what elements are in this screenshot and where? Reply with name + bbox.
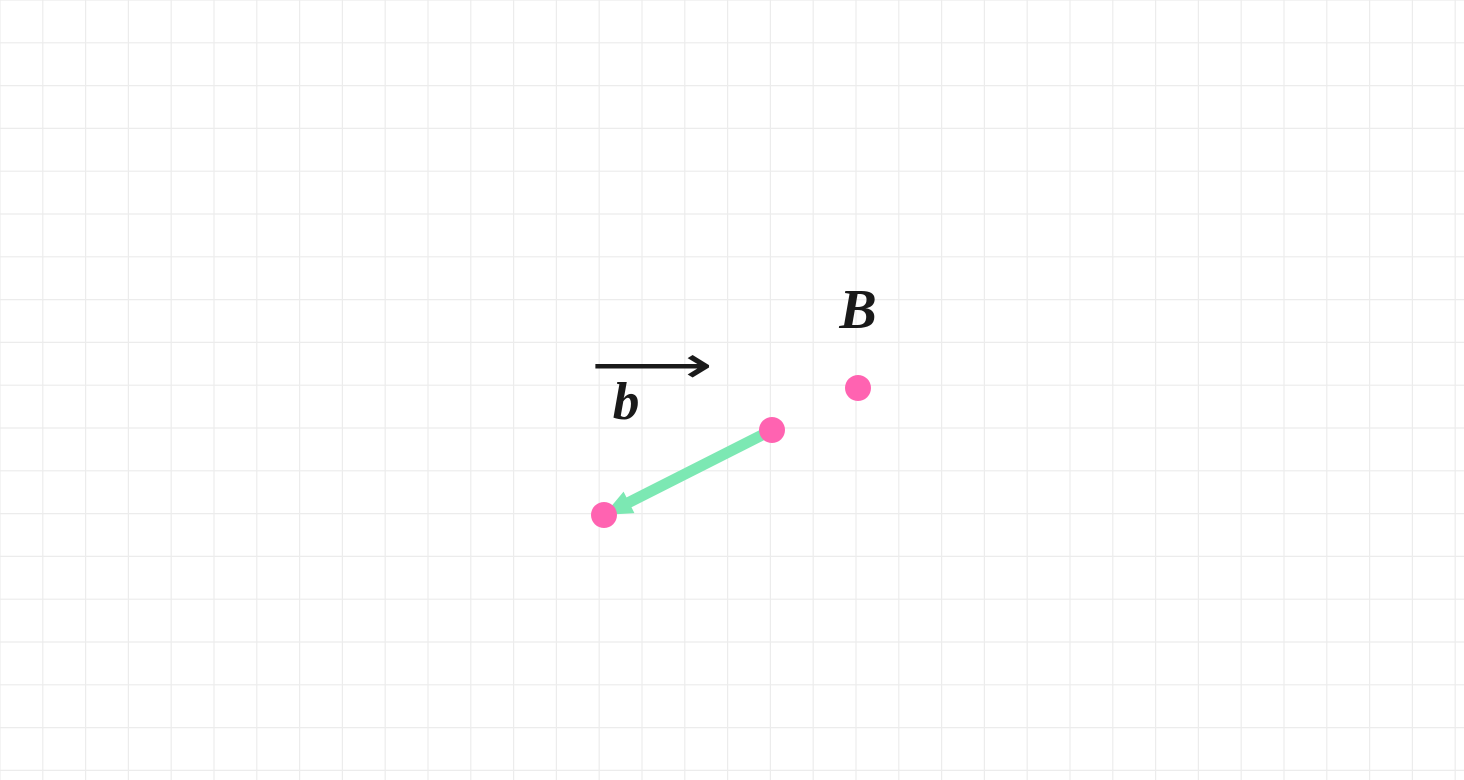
diagram-canvas: B ⟶ b bbox=[0, 0, 1464, 780]
point-B bbox=[845, 375, 871, 401]
plot-svg bbox=[0, 0, 1464, 780]
grid bbox=[0, 0, 1464, 780]
point-vector-tail bbox=[759, 417, 785, 443]
vector-label-b: ⟶ b bbox=[613, 348, 687, 428]
point-vector-head bbox=[591, 502, 617, 528]
point-label-B: B bbox=[839, 278, 876, 342]
vector-arrow-over: ⟶ bbox=[590, 352, 709, 379]
